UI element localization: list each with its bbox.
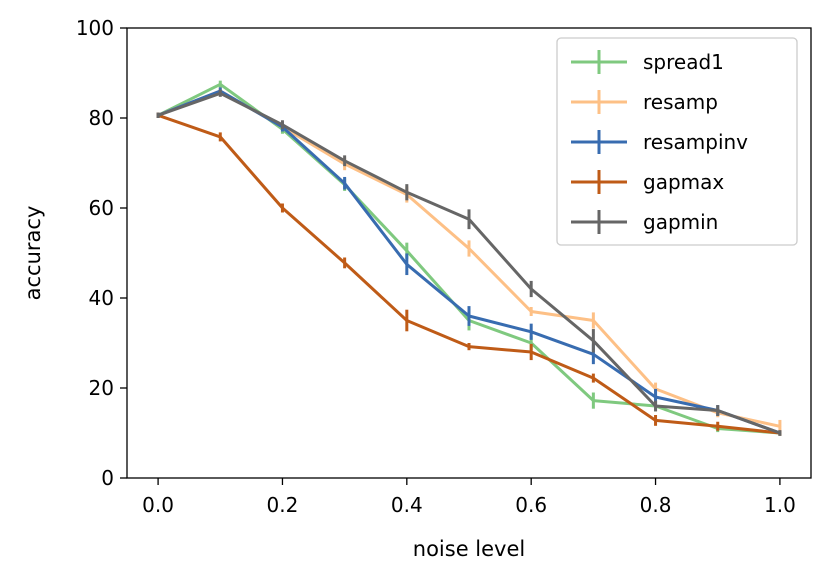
series-gapmin [156, 89, 782, 436]
x-tick-label: 0.6 [515, 493, 547, 517]
y-axis-label: accuracy [21, 206, 45, 301]
data-point [592, 339, 595, 342]
series-layer [156, 80, 782, 436]
data-point [529, 341, 533, 345]
y-tick-label: 80 [89, 106, 114, 130]
y-tick-label: 40 [89, 286, 114, 310]
y-tick-label: 0 [101, 466, 114, 490]
x-tick-label: 0.8 [640, 493, 672, 517]
data-point [529, 330, 533, 333]
data-point [592, 353, 595, 356]
legend-label-gapmin: gapmin [643, 210, 718, 234]
data-point [219, 92, 222, 95]
data-point [529, 310, 533, 313]
data-point [281, 123, 284, 126]
legend-label-spread1: spread1 [643, 50, 724, 74]
data-point [592, 319, 595, 322]
data-point [716, 425, 719, 428]
data-point [343, 159, 346, 162]
data-point [654, 404, 657, 408]
ticks-layer: 0.0 0.2 0.4 0.6 0.8 1.0 0 20 40 60 80 100 [76, 16, 796, 517]
data-point [343, 261, 346, 265]
x-axis-label: noise level [413, 537, 525, 561]
x-tick-label: 0.4 [391, 493, 423, 517]
legend-label-gapmax: gapmax [643, 170, 724, 194]
data-point [405, 249, 409, 252]
legend-label-resamp: resamp [643, 90, 718, 114]
data-point [529, 350, 533, 354]
data-point [219, 83, 222, 86]
y-tick-label: 60 [89, 196, 114, 220]
x-tick-label: 1.0 [764, 493, 796, 517]
data-point [467, 314, 471, 318]
data-point [592, 399, 595, 402]
data-point [281, 206, 284, 210]
data-point [716, 409, 719, 412]
data-point [405, 319, 409, 322]
legend-box [556, 37, 798, 246]
y-tick-label: 20 [89, 376, 114, 400]
data-point [529, 287, 533, 291]
data-point [654, 419, 657, 422]
data-point [467, 345, 471, 348]
data-point [219, 135, 222, 139]
x-tick-label: 0.0 [142, 493, 174, 517]
data-point [592, 376, 595, 380]
data-point [778, 431, 782, 435]
legend: spread1 resamp resampinv gapmax gapmin [556, 37, 798, 246]
data-point [405, 263, 409, 266]
legend-label-resampinv: resampinv [643, 130, 748, 154]
data-point [405, 191, 409, 194]
data-point [654, 395, 657, 399]
plot-frame [126, 27, 812, 479]
data-point [343, 182, 346, 185]
data-point [467, 247, 471, 250]
y-tick-label: 100 [76, 16, 114, 40]
data-point [156, 114, 160, 117]
x-tick-label: 0.2 [267, 493, 299, 517]
data-point [467, 218, 471, 221]
data-point [778, 425, 782, 428]
